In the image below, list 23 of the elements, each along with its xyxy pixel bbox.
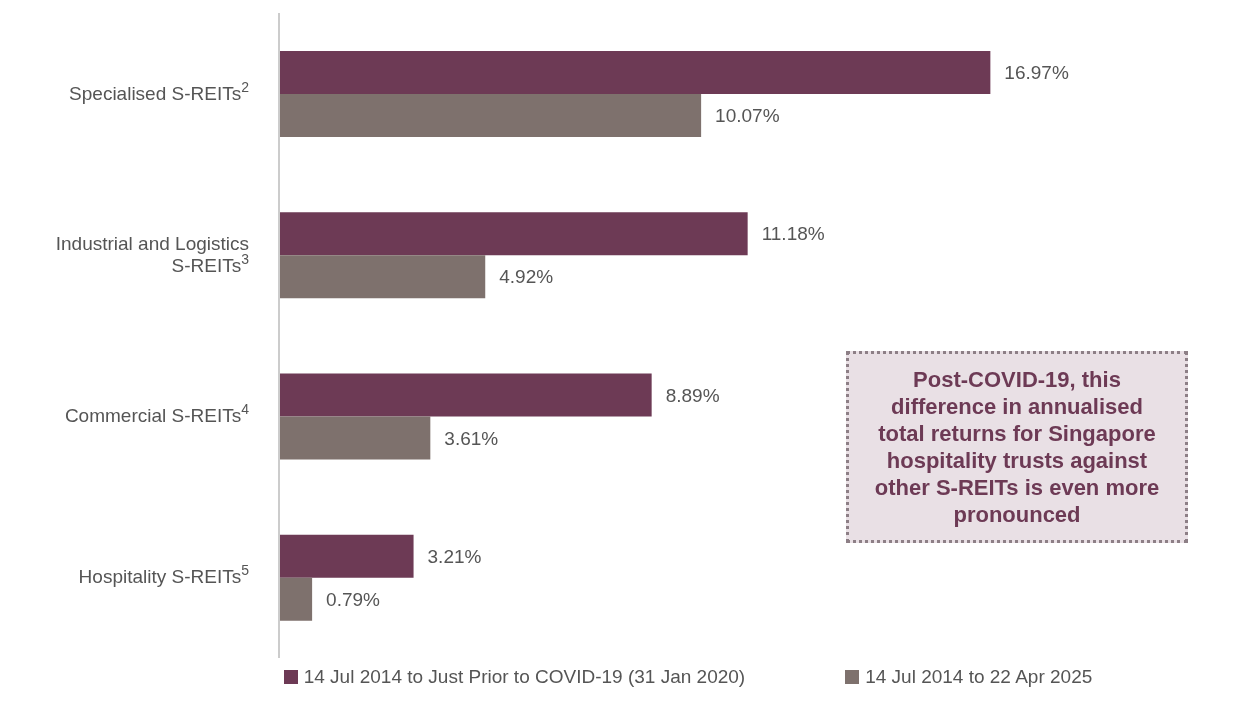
data-label: 8.89% [665, 384, 720, 406]
bar [279, 51, 991, 94]
y-tick-label: Specialised S-REITs$^{2}$ [69, 78, 250, 104]
bar [279, 577, 313, 621]
bar [279, 416, 431, 460]
data-label: 0.79% [326, 588, 381, 610]
bar [279, 255, 486, 299]
data-label: 3.61% [444, 427, 499, 449]
data-label: 16.97% [1004, 62, 1069, 84]
data-label: 3.21% [427, 545, 482, 567]
bar [279, 534, 414, 578]
data-label: 11.18% [761, 223, 825, 245]
y-tick-label: Industrial and Logistics S-REITs$^{3}$ [55, 232, 250, 276]
y-tick-label: Hospitality S-REITs$^{5}$ [78, 562, 250, 588]
bar [279, 212, 748, 256]
y-tick-label: Commercial S-REITs$^{4}$ [64, 401, 250, 427]
bar [279, 373, 652, 417]
data-label: 10.07% [715, 105, 780, 127]
bar [279, 94, 702, 137]
legend-label: 14 Jul 2014 to Just Prior to COVID-19 (31 Jan 2020) [302, 666, 746, 688]
annotation: Post-COVID-19, this difference in annualised total returns for Singapore hospitality trusts against other S-REITs is even more pronounced [846, 351, 1188, 543]
legend-label: 14 Jul 2014 to 22 Apr 2025 [864, 666, 1093, 688]
data-label: 4.92% [499, 266, 554, 288]
